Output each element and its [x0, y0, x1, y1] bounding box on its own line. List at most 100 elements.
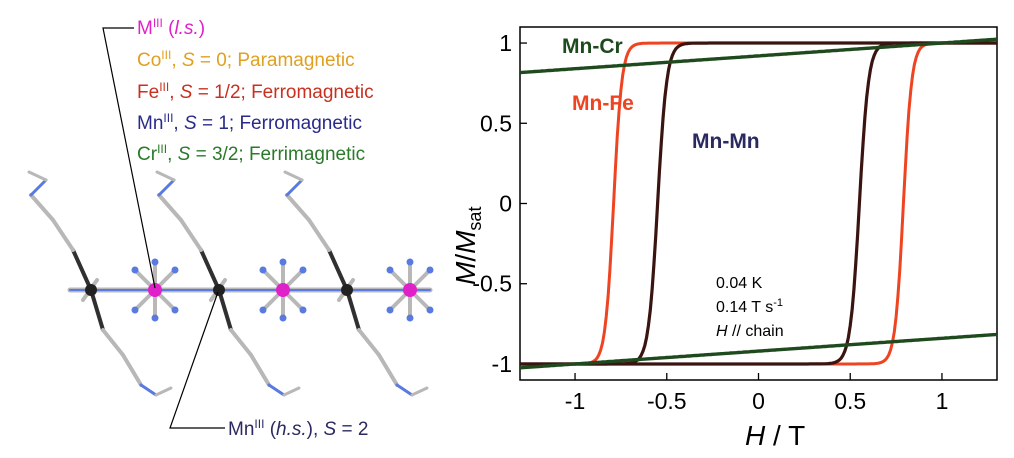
label-mn-hs: MnIII (h.s.), S = 2 — [228, 417, 368, 440]
mnhs-oxidation: III — [254, 417, 264, 431]
ligand-ring-lower — [123, 355, 141, 385]
cr-spin-symbol: S — [178, 144, 191, 165]
mnhs-symbol: Mn — [228, 419, 254, 440]
amine-bond — [159, 180, 174, 195]
amine-methyl-lower — [156, 388, 171, 395]
chain-structure — [29, 172, 434, 395]
amine-bond-lower — [397, 385, 412, 395]
annotation-sweep-rate: 0.14 T s-1 — [716, 297, 783, 316]
ligand-ring-lower — [379, 355, 397, 385]
annotation-temperature: 0.04 K — [716, 275, 763, 292]
amine-bond-lower — [269, 385, 284, 395]
mn-arm — [201, 250, 219, 290]
mn-description: = 1; Ferromagnetic — [197, 113, 362, 134]
cr-description: = 3/2; Ferrimagnetic — [190, 144, 365, 165]
nitrogen-atom — [152, 259, 159, 266]
metal-center-3 — [403, 283, 417, 297]
amine-methyl — [157, 172, 174, 180]
mnhs-description: = 2 — [336, 419, 368, 440]
ligand-ring — [31, 195, 53, 220]
fe-sep: , — [169, 82, 180, 103]
ligand-ring — [53, 220, 73, 250]
amine-bond — [31, 180, 46, 195]
ligand-ring — [159, 195, 181, 220]
x-tick-label: 0.5 — [834, 388, 866, 414]
orientation-field: H — [716, 323, 728, 340]
y-axis-sub: sat — [465, 207, 485, 231]
fe-oxidation: III — [159, 80, 169, 94]
co-sep: , — [171, 50, 182, 71]
nitrogen-atom — [300, 267, 307, 274]
mn-center-2 — [213, 284, 225, 296]
nitrogen-atom — [300, 307, 307, 314]
x-axis-unit: / T — [765, 420, 805, 451]
mnhs-spin-state: h.s. — [276, 419, 307, 440]
nitrogen-atom — [132, 267, 139, 274]
nitrogen-atom — [427, 267, 434, 274]
fe-spin-symbol: S — [180, 82, 193, 103]
series-label-mn-cr: Mn-Cr — [562, 35, 623, 58]
y-tick-label: 0 — [499, 191, 512, 217]
metal-open: ( — [163, 18, 175, 39]
hysteresis-curves — [520, 39, 997, 368]
y-tick-label: 1 — [499, 30, 512, 56]
mn-arm — [73, 250, 91, 290]
hysteresis-chart: -1 -0.5 0 0.5 1 -1 -0.5 0 0.5 1 Mn-Cr Mn-Fe Mn-Mn… — [450, 27, 997, 451]
cr-symbol: Cr — [137, 144, 158, 165]
leader-line-mn — [170, 292, 225, 428]
series-label-mn-mn: Mn-Mn — [692, 130, 760, 153]
amine-methyl — [285, 172, 302, 180]
ligand-ring — [287, 195, 309, 220]
x-axis-title: H / T — [745, 420, 805, 451]
nitrogen-atom — [427, 307, 434, 314]
mnhs-open: ( — [264, 419, 276, 440]
label-metal-ls: MIII (l.s.) — [137, 16, 205, 39]
cr-sep: , — [167, 144, 178, 165]
nitrogen-atom — [387, 267, 394, 274]
series-label-mn-fe: Mn-Fe — [572, 92, 634, 115]
metal-oxidation: III — [153, 16, 163, 30]
mn-symbol: Mn — [137, 113, 163, 134]
mn-arm-lower — [91, 290, 103, 330]
nitrogen-atom — [152, 315, 159, 322]
nitrogen-atom — [407, 315, 414, 322]
metal-spin-state: l.s. — [174, 18, 198, 39]
mn-spin-symbol: S — [184, 113, 197, 134]
x-tick-label: -0.5 — [647, 388, 687, 414]
mn-center-3 — [341, 284, 353, 296]
nitrogen-atom — [280, 315, 287, 322]
fe-description: = 1/2; Ferromagnetic — [192, 82, 373, 103]
mnhs-spin-symbol: S — [324, 419, 337, 440]
amine-bond — [287, 180, 302, 195]
ligand-ring-lower — [231, 330, 251, 355]
ligand-ring — [309, 220, 329, 250]
amine-methyl — [29, 172, 46, 180]
y-axis-msat: M — [450, 230, 481, 254]
metal-symbol: M — [137, 18, 153, 39]
label-cr: CrIII, S = 3/2; Ferrimagnetic — [137, 142, 365, 165]
nitrogen-atom — [407, 259, 414, 266]
ligand-ring-lower — [103, 330, 123, 355]
mn-arm — [329, 250, 347, 290]
nitrogen-atom — [260, 267, 267, 274]
orientation-text: // chain — [728, 323, 784, 340]
ligand-ring-lower — [251, 355, 269, 385]
label-fe: FeIII, S = 1/2; Ferromagnetic — [137, 80, 374, 103]
ligand-ring — [181, 220, 201, 250]
amine-bond-lower — [141, 385, 156, 395]
sweep-rate-value: 0.14 T s — [716, 299, 773, 316]
amine-methyl-lower — [284, 388, 299, 395]
nitrogen-atom — [280, 259, 287, 266]
x-axis-symbol: H — [745, 420, 766, 451]
axis-ticks: -1 -0.5 0 0.5 1-1-0.500.51 — [472, 30, 948, 414]
co-oxidation: III — [161, 48, 171, 62]
y-tick-label: -1 — [492, 351, 512, 377]
label-mn: MnIII, S = 1; Ferromagnetic — [137, 111, 362, 134]
co-spin-symbol: S — [182, 50, 195, 71]
ligand-ring-lower — [359, 330, 379, 355]
mn-center-1 — [85, 284, 97, 296]
fe-symbol: Fe — [137, 82, 159, 103]
cr-oxidation: III — [157, 142, 167, 156]
nitrogen-atom — [387, 307, 394, 314]
metal-center-2 — [276, 283, 290, 297]
